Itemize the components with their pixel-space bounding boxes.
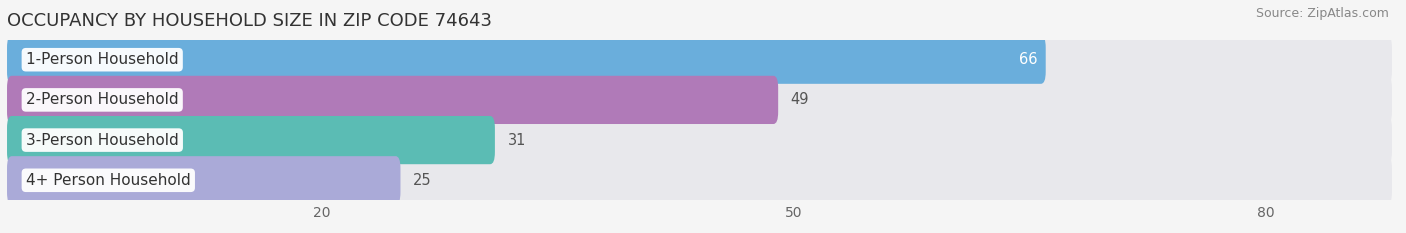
Text: 2-Person Household: 2-Person Household — [25, 93, 179, 107]
FancyBboxPatch shape — [7, 36, 1046, 84]
Text: OCCUPANCY BY HOUSEHOLD SIZE IN ZIP CODE 74643: OCCUPANCY BY HOUSEHOLD SIZE IN ZIP CODE … — [7, 12, 492, 30]
Text: Source: ZipAtlas.com: Source: ZipAtlas.com — [1256, 7, 1389, 20]
Text: 4+ Person Household: 4+ Person Household — [25, 173, 191, 188]
Text: 31: 31 — [508, 133, 526, 147]
Text: 3-Person Household: 3-Person Household — [25, 133, 179, 147]
FancyBboxPatch shape — [7, 76, 1392, 124]
FancyBboxPatch shape — [7, 36, 1392, 84]
Text: 25: 25 — [413, 173, 432, 188]
Text: 49: 49 — [790, 93, 810, 107]
FancyBboxPatch shape — [7, 156, 1392, 204]
Text: 1-Person Household: 1-Person Household — [25, 52, 179, 67]
FancyBboxPatch shape — [7, 116, 495, 164]
FancyBboxPatch shape — [7, 116, 1392, 164]
FancyBboxPatch shape — [7, 156, 401, 204]
Text: 66: 66 — [1019, 52, 1038, 67]
FancyBboxPatch shape — [7, 76, 778, 124]
